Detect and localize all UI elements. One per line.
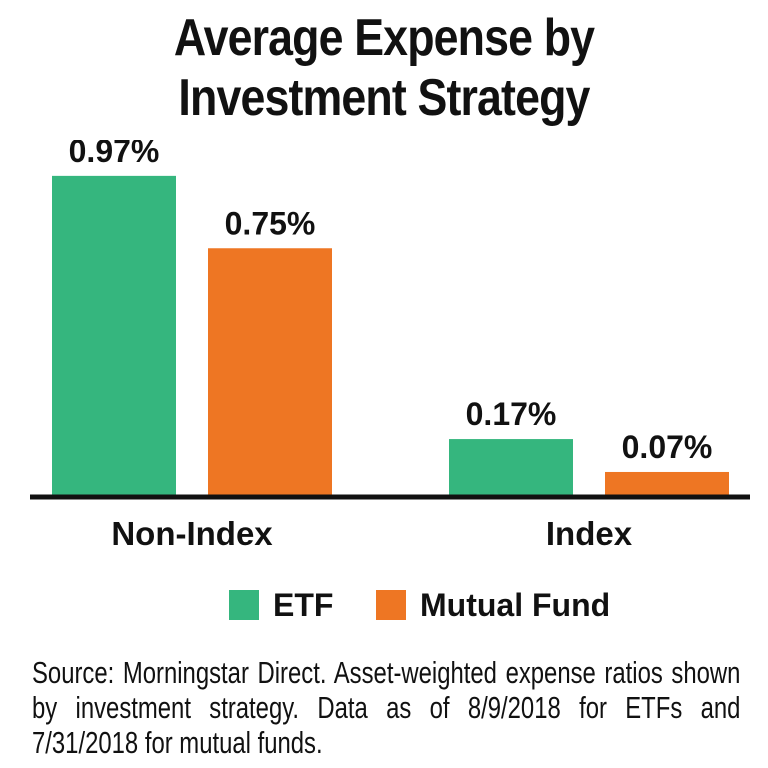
legend-item-etf: ETF — [229, 583, 333, 627]
legend-swatch-mutual-fund — [376, 590, 406, 620]
data-label: 0.97% — [69, 140, 160, 169]
chart-title: Average Expense by Investment Strategy — [54, 8, 714, 128]
bar-index-mutual-fund — [605, 471, 729, 495]
category-label: Index — [546, 515, 633, 552]
legend-item-mutual-fund: Mutual Fund — [376, 583, 610, 627]
bar-index-etf — [449, 439, 573, 495]
source-note: Source: Morningstar Direct. Asset-weight… — [32, 655, 741, 760]
category-label: Non-Index — [111, 515, 273, 552]
data-label: 0.17% — [466, 396, 557, 432]
chart-title-line-1: Average Expense by — [173, 9, 595, 67]
bar-non-index-etf — [52, 175, 176, 495]
bar-non-index-mutual-fund — [208, 248, 332, 495]
legend: ETF Mutual Fund — [0, 583, 768, 627]
legend-swatch-etf — [229, 590, 259, 620]
chart-title-line-2: Investment Strategy — [178, 69, 590, 127]
data-label: 0.07% — [622, 429, 713, 465]
legend-label-etf: ETF — [273, 586, 334, 623]
bar-chart: 0.97% 0.75% Non-Index 0.17% 0.07% Index — [30, 140, 750, 552]
legend-label-mutual-fund: Mutual Fund — [420, 586, 611, 623]
data-label: 0.75% — [225, 205, 316, 241]
